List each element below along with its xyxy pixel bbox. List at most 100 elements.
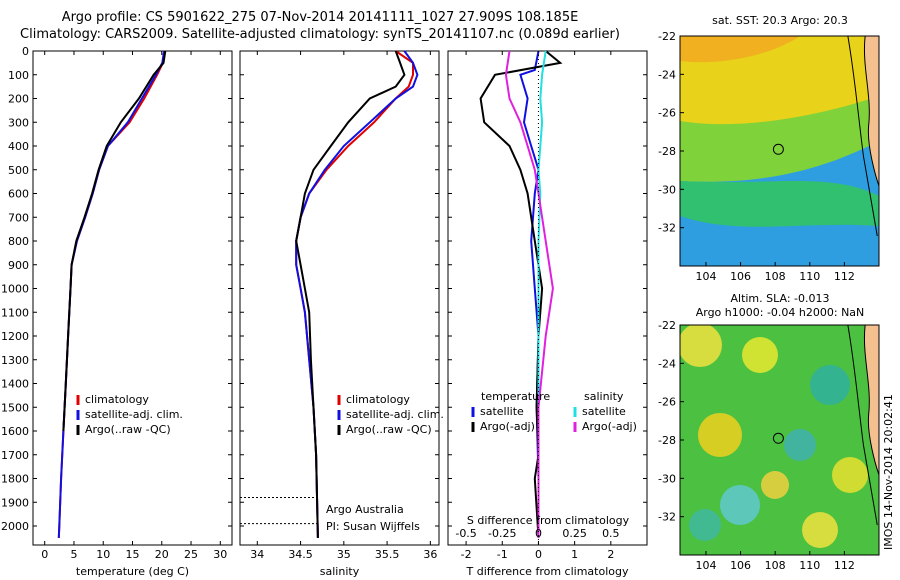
sla-blob [810, 365, 850, 405]
series-line [57, 50, 166, 538]
depth-tick-label: 1600 [1, 425, 29, 438]
legend-title-temperature: temperature [481, 390, 550, 403]
depth-tick-label: 1500 [1, 401, 29, 414]
map-y-tick-label: -24 [658, 357, 676, 370]
series-line [519, 50, 540, 538]
panel-difference: -2 -1 0 1 2 T difference from climatology -0.5… [447, 50, 648, 578]
map-x-tick-label: 106 [730, 270, 751, 283]
map-field [680, 325, 879, 555]
depth-tick-label: 1200 [1, 330, 29, 343]
map-sst_map: -22 -24 -26 -28 -30 -32 104 106 108 110 112 sat. SS… [658, 14, 880, 283]
depth-tick-label: 700 [8, 211, 29, 224]
depth-tick-label: 1000 [1, 283, 29, 296]
x-axis-label-top: S difference from climatology [467, 514, 630, 527]
map-x-tick-label: 110 [799, 270, 820, 283]
x-tick-label: 15 [126, 548, 140, 561]
legend-label: satellite-adj. clim. [346, 408, 444, 421]
panel-salinity: 34 34.5 35 35.5 36 salinity climatology satelli… [239, 50, 444, 578]
depth-tick-label: 1800 [1, 473, 29, 486]
panel-frame [447, 50, 648, 546]
legend-label: climatology [346, 393, 410, 406]
panel-frame [239, 50, 440, 546]
x-tick-label: 5 [70, 548, 77, 561]
sla-blob [784, 429, 816, 461]
map-y-tick-label: -30 [658, 183, 676, 196]
side-timestamp: IMOS 14-Nov-2014 20:02:41 [882, 394, 895, 550]
x-axis-label: salinity [320, 565, 360, 578]
map-y-tick-label: -26 [658, 396, 676, 409]
sla-blob [742, 337, 778, 373]
sst-map-title: sat. SST: 20.3 Argo: 20.3 [712, 14, 848, 27]
panel-frame [32, 50, 233, 546]
depth-tick-label: 400 [8, 140, 29, 153]
series-line [295, 50, 419, 538]
top-tick-label: 0.25 [562, 527, 587, 540]
x-tick-label: 1 [571, 548, 578, 561]
sst-field-transition [680, 181, 879, 227]
sla-map-title-line1: Altim. SLA: -0.013 [730, 292, 829, 305]
x-tick-label: 0 [41, 548, 48, 561]
x-axis-label: T difference from climatology [466, 565, 629, 578]
series-line [62, 50, 167, 432]
isobath-line [847, 36, 878, 237]
map-y-tick-label: -32 [658, 222, 676, 235]
figure-title-line1: Argo profile: CS 5901622_275 07-Nov-2014… [61, 10, 579, 25]
legend-label: Argo(..raw -QC) [85, 423, 171, 436]
x-tick-label: 20 [155, 548, 169, 561]
x-tick-label: 2 [607, 548, 614, 561]
series-line [295, 50, 406, 538]
x-axis-label: temperature (deg C) [76, 565, 189, 578]
map-y-tick-label: -22 [658, 30, 676, 43]
depth-tick-label: 1300 [1, 354, 29, 367]
depth-tick-label: 800 [8, 235, 29, 248]
x-tick-label: -2 [461, 548, 472, 561]
argo-position-marker [772, 143, 784, 155]
depth-tick-label: 1900 [1, 496, 29, 509]
depth-tick-label: 200 [8, 93, 29, 106]
depth-tick-label: 600 [8, 188, 29, 201]
map-y-tick-label: -22 [658, 319, 676, 332]
map-x-tick-label: 108 [765, 270, 786, 283]
map-x-tick-label: 112 [834, 270, 855, 283]
legend-label: satellite [480, 405, 524, 418]
map-field [680, 36, 879, 266]
map-x-tick-label: 106 [730, 559, 751, 572]
map-x-tick-label: 112 [834, 559, 855, 572]
depth-tick-label: 300 [8, 116, 29, 129]
argo-credit-line1: Argo Australia [326, 503, 404, 516]
map-y-tick-label: -28 [658, 434, 676, 447]
x-tick-label: 34 [250, 548, 264, 561]
depth-tick-label: 1700 [1, 449, 29, 462]
series-line [57, 50, 166, 538]
isobath-line [847, 325, 878, 526]
map-y-tick-label: -28 [658, 145, 676, 158]
depth-tick-label: 500 [8, 164, 29, 177]
map-y-tick-label: -24 [658, 68, 676, 81]
argo-credit-line2: PI: Susan Wijffels [326, 520, 420, 533]
top-tick-label: 0 [535, 527, 542, 540]
map-x-tick-label: 108 [765, 559, 786, 572]
sla-blob [698, 413, 742, 457]
top-tick-label: -0.25 [488, 527, 516, 540]
coastline-land [864, 325, 879, 476]
sla-blob [832, 457, 868, 493]
x-tick-label: 36 [423, 548, 437, 561]
legend-label: Argo(..raw -QC) [346, 423, 432, 436]
x-tick-label: 25 [184, 548, 198, 561]
map-x-tick-label: 104 [695, 270, 716, 283]
sla-blob [761, 471, 789, 499]
panel-temperature: 0100200300400500600700800900100011001200… [1, 45, 233, 578]
depth-tick-label: 1400 [1, 378, 29, 391]
x-tick-label: 34.5 [288, 548, 313, 561]
map-x-tick-label: 104 [695, 559, 716, 572]
x-tick-label: 35 [337, 548, 351, 561]
x-tick-label: 10 [96, 548, 110, 561]
argo-position-marker [772, 432, 784, 444]
figure-title-line2: Climatology: CARS2009. Satellite-adjuste… [20, 27, 620, 42]
legend-label: Argo(-adj) [582, 420, 637, 433]
top-tick-label: -0.5 [455, 527, 476, 540]
depth-tick-label: 2000 [1, 520, 29, 533]
series-line [295, 50, 414, 538]
depth-tick-label: 900 [8, 259, 29, 272]
